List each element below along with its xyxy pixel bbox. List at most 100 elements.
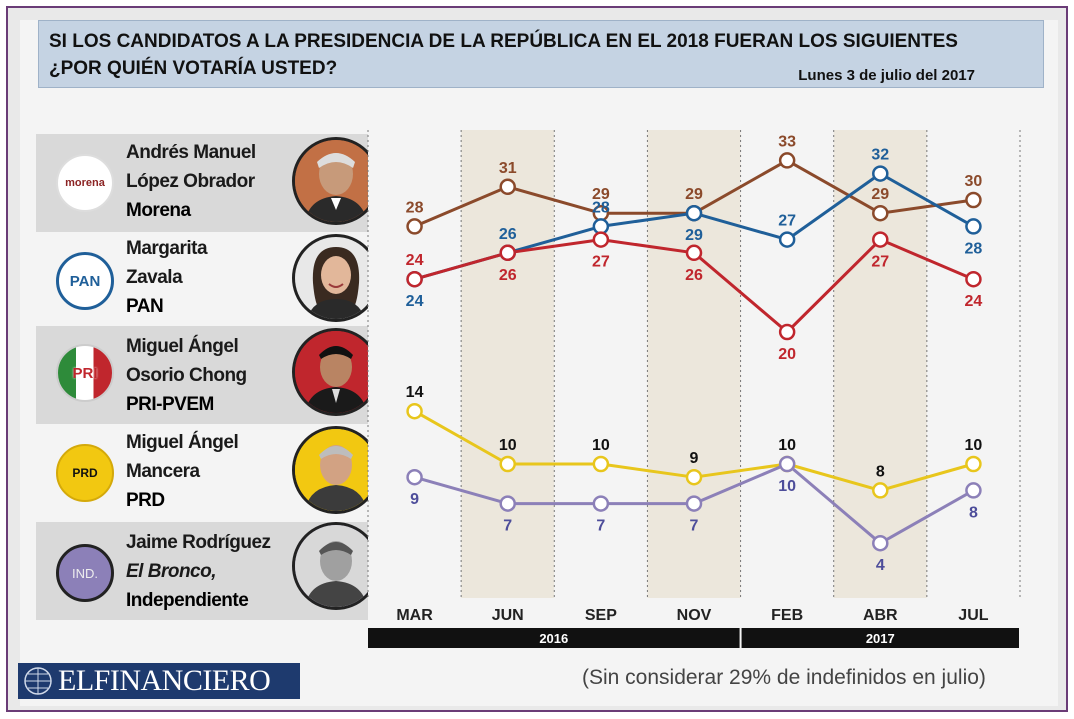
el-financiero-logo: ELFINANCIERO bbox=[18, 663, 300, 699]
data-label: 26 bbox=[499, 226, 517, 243]
data-point bbox=[685, 468, 703, 486]
data-label: 14 bbox=[406, 384, 424, 401]
chart-series-points bbox=[406, 152, 982, 552]
morena-logo-text: morena bbox=[65, 177, 105, 189]
data-label: 24 bbox=[406, 252, 424, 269]
data-point bbox=[685, 244, 703, 262]
data-label: 26 bbox=[685, 267, 703, 284]
morena-logo-icon: morena bbox=[56, 154, 114, 212]
data-point bbox=[872, 482, 889, 499]
pri-logo-text: PRI bbox=[72, 364, 98, 382]
data-point bbox=[406, 402, 423, 420]
data-point bbox=[592, 455, 610, 473]
data-point bbox=[872, 165, 889, 182]
data-label: 8 bbox=[969, 504, 978, 521]
data-point bbox=[778, 455, 796, 473]
chart-x-axis: MAR JUN SEP NOV FEB ABR JUL 2016 2017 bbox=[368, 607, 1019, 648]
data-label: 24 bbox=[406, 293, 424, 310]
data-point bbox=[406, 270, 423, 288]
candidate-row-pan: PAN Margarita Zavala PAN bbox=[36, 232, 368, 330]
title-line-1: SI LOS CANDIDATOS A LA PRESIDENCIA DE LA… bbox=[49, 31, 958, 52]
data-point bbox=[499, 495, 516, 512]
data-point bbox=[499, 244, 516, 262]
person-icon bbox=[295, 237, 377, 319]
data-label: 10 bbox=[778, 478, 796, 495]
avatar-zavala bbox=[292, 234, 380, 322]
x-tick-label: JUL bbox=[958, 607, 988, 624]
x-tick-label: ABR bbox=[863, 607, 898, 624]
data-label: 20 bbox=[778, 346, 796, 363]
data-label: 29 bbox=[871, 186, 889, 203]
candidate-second-line: Zavala bbox=[126, 267, 183, 288]
data-label: 30 bbox=[965, 173, 983, 190]
footnote: (Sin considerar 29% de indefinidos en ju… bbox=[582, 666, 986, 689]
data-point bbox=[872, 231, 889, 248]
data-label: 29 bbox=[685, 186, 703, 203]
data-point bbox=[592, 495, 610, 512]
data-point bbox=[592, 231, 610, 248]
candidate-second-line: Mancera bbox=[126, 461, 200, 482]
candidate-second-line: Osorio Chong bbox=[126, 365, 247, 386]
candidate-name-independiente: Jaime Rodríguez El Bronco, Independiente bbox=[126, 528, 271, 615]
chart-gridlines bbox=[367, 130, 1021, 598]
data-point bbox=[499, 455, 516, 473]
data-label: 7 bbox=[596, 518, 605, 535]
data-label: 33 bbox=[778, 133, 796, 150]
brand-name: ELFINANCIERO bbox=[58, 664, 271, 697]
data-label: 29 bbox=[685, 227, 703, 244]
data-label: 10 bbox=[778, 437, 796, 454]
candidate-party: PRI-PVEM bbox=[126, 394, 214, 415]
data-point bbox=[406, 468, 423, 486]
data-point bbox=[872, 534, 889, 552]
column-band bbox=[740, 130, 834, 598]
data-label: 10 bbox=[499, 437, 517, 454]
avatar-rodriguez bbox=[292, 522, 380, 610]
candidate-first-line: Margarita bbox=[126, 238, 208, 259]
data-label: 8 bbox=[876, 463, 885, 480]
data-label: 28 bbox=[965, 240, 983, 257]
x-tick-label: FEB bbox=[771, 607, 803, 624]
candidate-first-line: Miguel Ángel bbox=[126, 432, 239, 453]
data-point bbox=[685, 495, 703, 512]
data-label: 28 bbox=[406, 199, 424, 216]
prd-logo-icon: PRD bbox=[56, 444, 114, 502]
data-label: 24 bbox=[965, 293, 983, 310]
x-tick-label: NOV bbox=[677, 607, 712, 624]
candidate-row-prd: PRD Miguel Ángel Mancera PRD bbox=[36, 424, 368, 522]
data-point bbox=[872, 204, 889, 222]
person-icon bbox=[295, 525, 377, 607]
x-tick-label: JUN bbox=[492, 607, 524, 624]
year-label: 2017 bbox=[866, 631, 895, 646]
candidate-second-line: El Bronco, bbox=[126, 561, 217, 582]
title-line-2: ¿POR QUIÉN VOTARÍA USTED? bbox=[49, 58, 338, 79]
data-point bbox=[965, 218, 982, 235]
data-point bbox=[965, 191, 982, 209]
candidate-first-line: Jaime Rodríguez bbox=[126, 532, 271, 553]
data-label: 27 bbox=[592, 254, 610, 271]
data-label: 9 bbox=[410, 491, 419, 508]
avatar-osorio-chong bbox=[292, 328, 380, 416]
candidate-first-line: Miguel Ángel bbox=[126, 336, 239, 357]
data-label: 10 bbox=[965, 437, 983, 454]
candidate-party: Morena bbox=[126, 200, 191, 221]
person-icon bbox=[295, 331, 377, 413]
person-icon bbox=[295, 429, 377, 511]
year-band bbox=[368, 628, 740, 648]
candidate-party: Independiente bbox=[126, 590, 249, 611]
data-label: 26 bbox=[499, 267, 517, 284]
x-tick-label: SEP bbox=[585, 607, 617, 624]
independiente-logo-icon: IND. bbox=[56, 544, 114, 602]
data-label: 32 bbox=[871, 147, 889, 164]
pan-logo-text: PAN bbox=[69, 272, 101, 290]
data-point bbox=[406, 218, 423, 235]
data-label: 31 bbox=[499, 160, 517, 177]
candidate-second-line: López Obrador bbox=[126, 171, 255, 192]
pri-logo-icon: PRI bbox=[56, 344, 114, 402]
pan-logo-icon: PAN bbox=[56, 252, 114, 310]
candidate-name-pri: Miguel Ángel Osorio Chong PRI-PVEM bbox=[126, 332, 247, 419]
data-label: 10 bbox=[592, 437, 610, 454]
candidate-name-pan: Margarita Zavala PAN bbox=[126, 234, 208, 321]
chart-column-bands bbox=[368, 130, 1020, 598]
